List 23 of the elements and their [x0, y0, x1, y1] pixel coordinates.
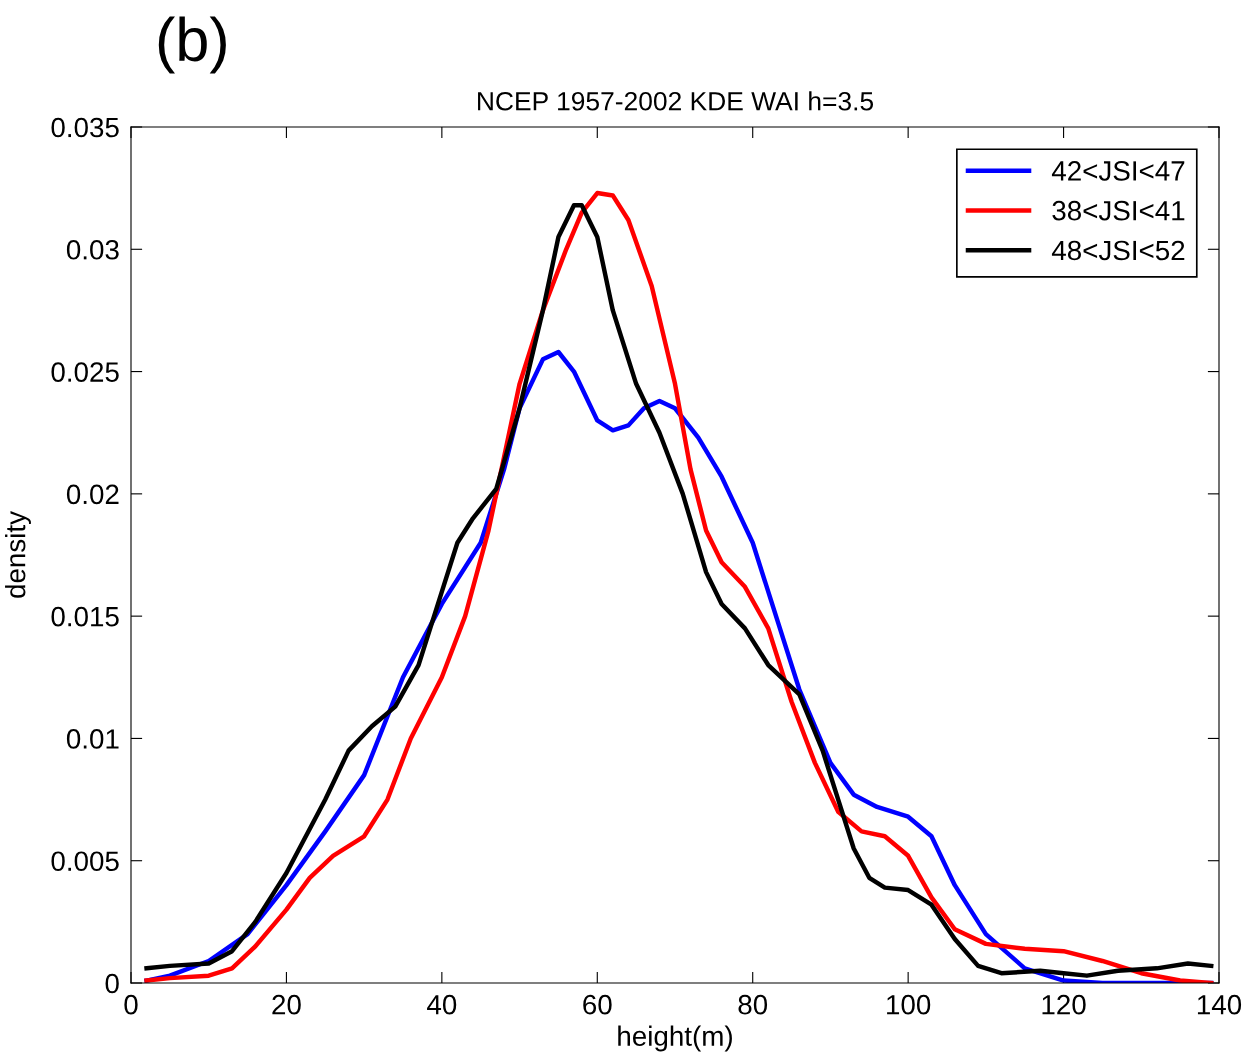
y-tick-label: 0.01: [66, 729, 119, 749]
x-tick-label: 80: [738, 994, 768, 1015]
y-tick-label: 0.005: [51, 851, 119, 872]
text: (b): [158, 16, 226, 74]
y-tick-label: 0.025: [51, 362, 119, 382]
y-axis-title: density: [5, 511, 31, 598]
legend-label: 42<JSI<47: [1051, 161, 1185, 181]
y-tick-label: 0.03: [66, 239, 119, 260]
x-tick-label: 120: [1042, 994, 1086, 1015]
x-tick-label: 140: [1197, 994, 1242, 1015]
legend-label: 48<JSI<52: [1051, 240, 1185, 261]
y-tick-label: 0.015: [51, 606, 119, 627]
x-tick-label: 20: [272, 994, 301, 1015]
x-tick-label: 60: [583, 994, 612, 1015]
chart-title: NCEP 1957-2002 KDE WAI h=3.5: [478, 91, 874, 111]
x-tick-label: 0: [124, 994, 138, 1015]
y-tick-label: 0.02: [66, 484, 119, 505]
legend-label: 38<JSI<41: [1052, 200, 1185, 221]
y-tick-label: 0.035: [51, 117, 119, 138]
x-axis-title: height(m): [618, 1025, 732, 1052]
x-tick-label: 40: [427, 994, 457, 1015]
y-tick-label: 0: [105, 973, 119, 994]
x-tick-label: 100: [887, 994, 931, 1015]
